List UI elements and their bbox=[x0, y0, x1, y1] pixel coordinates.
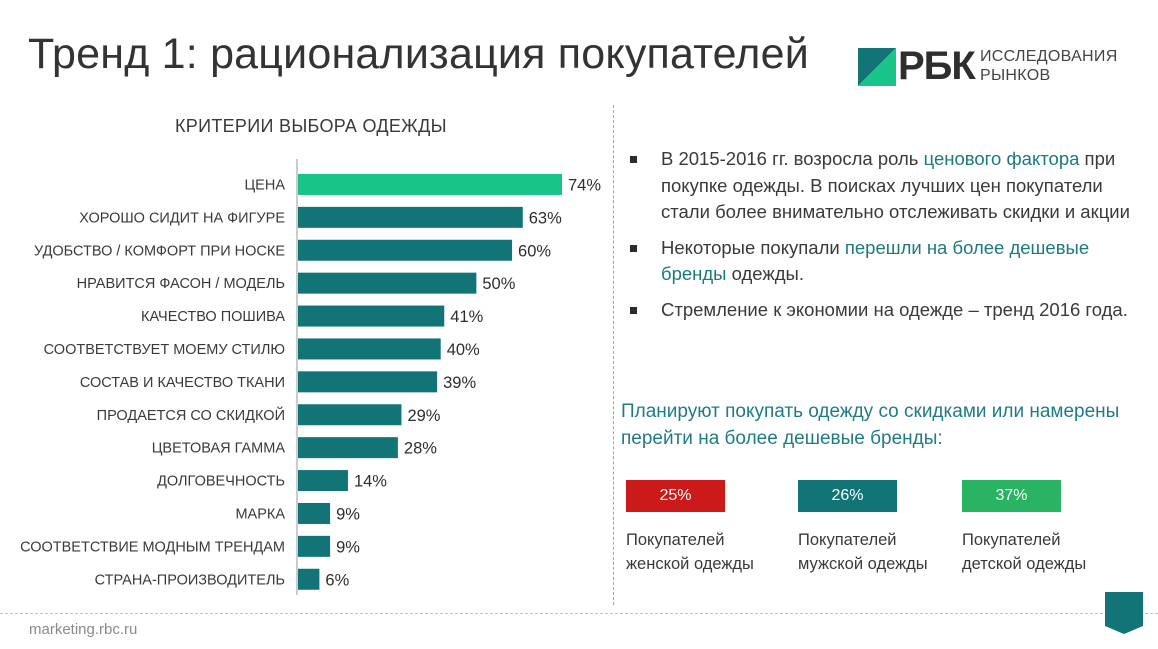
value-label: 6% bbox=[325, 571, 349, 589]
value-label: 50% bbox=[482, 275, 515, 293]
bullet-text: Стремление к экономии на одежде – тренд … bbox=[661, 298, 1128, 320]
category-label: ЦЕНА bbox=[244, 177, 285, 193]
stat-label-line1: Покупателей bbox=[798, 531, 897, 549]
stat-box-women: 25% bbox=[626, 480, 725, 512]
bar bbox=[298, 206, 523, 228]
rbc-logo: РБК ИССЛЕДОВАНИЯ РЫНКОВ bbox=[858, 44, 1128, 88]
bar bbox=[298, 338, 441, 360]
stat-label-line2: детской одежды bbox=[962, 555, 1087, 573]
page-title: Тренд 1: рационализация покупателей bbox=[28, 30, 809, 78]
bar bbox=[298, 371, 438, 393]
plan-heading: Планируют покупать одежду со скидками ил… bbox=[621, 401, 1120, 449]
value-label: 9% bbox=[336, 505, 360, 523]
category-label: СТРАНА-ПРОИЗВОДИТЕЛЬ bbox=[95, 572, 285, 588]
bar bbox=[298, 437, 398, 459]
stat-label-line1: Покупателей bbox=[626, 531, 725, 549]
bullet-square-icon bbox=[630, 156, 637, 163]
rbc-logo-line2: РЫНКОВ bbox=[980, 67, 1051, 84]
stat-label-line2: мужской одежды bbox=[798, 555, 928, 573]
bullet-square-icon bbox=[630, 244, 637, 252]
footer-url: marketing.rbc.ru bbox=[29, 621, 138, 638]
stat-label-children: Покупателей детской одежды bbox=[962, 528, 1086, 576]
value-label: 9% bbox=[336, 538, 360, 556]
bullet-text: одежды. bbox=[726, 263, 804, 284]
category-label: МАРКА bbox=[235, 506, 285, 522]
bar bbox=[298, 272, 477, 294]
category-label: СООТВЕТСТВУЕТ МОЕМУ СТИЛЮ bbox=[44, 342, 285, 358]
value-label: 40% bbox=[447, 341, 480, 359]
category-label: НРАВИТСЯ ФАСОН / МОДЕЛЬ bbox=[77, 276, 285, 292]
bullet-list: В 2015-2016 гг. возросла роль ценового ф… bbox=[628, 146, 1138, 332]
bar bbox=[298, 173, 562, 195]
category-label: ДОЛГОВЕЧНОСТЬ bbox=[157, 474, 285, 490]
footer-divider bbox=[0, 613, 1158, 614]
category-label: УДОБСТВО / КОМФОРТ ПРИ НОСКЕ bbox=[34, 243, 285, 259]
bar bbox=[298, 502, 331, 524]
bar bbox=[298, 470, 348, 492]
value-label: 29% bbox=[407, 407, 440, 425]
bullet-text: Некоторые покупали bbox=[661, 236, 845, 258]
stat-label-line1: Покупателей bbox=[962, 531, 1061, 549]
category-label: ПРОДАЕТСЯ СО СКИДКОЙ bbox=[97, 406, 285, 424]
corner-badge-icon bbox=[1105, 592, 1143, 634]
value-label: 74% bbox=[568, 176, 601, 194]
category-label: ХОРОШО СИДИТ НА ФИГУРЕ bbox=[79, 210, 285, 226]
bullet-text: В 2015-2016 гг. возросла роль bbox=[661, 148, 924, 169]
stat-box-children: 37% bbox=[962, 480, 1061, 512]
value-label: 41% bbox=[450, 308, 483, 326]
value-label: 28% bbox=[404, 440, 437, 458]
category-label: СОСТАВ И КАЧЕСТВО ТКАНИ bbox=[80, 375, 285, 391]
rbc-logo-mark-icon bbox=[858, 48, 896, 86]
category-label: ЦВЕТОВАЯ ГАММА bbox=[152, 441, 286, 457]
bar bbox=[298, 239, 513, 261]
stat-value: 37% bbox=[995, 487, 1028, 504]
stat-value: 25% bbox=[659, 487, 692, 504]
rbc-logo-line1: ИССЛЕДОВАНИЯ bbox=[980, 48, 1118, 65]
bar bbox=[298, 535, 331, 557]
bar bbox=[298, 404, 402, 426]
value-label: 39% bbox=[443, 374, 476, 392]
rbc-logo-brand: РБК bbox=[898, 44, 976, 88]
stat-label-line2: женской одежды bbox=[626, 555, 754, 573]
value-label: 63% bbox=[529, 209, 562, 227]
bar bbox=[298, 305, 445, 327]
stat-label-men: Покупателей мужской одежды bbox=[798, 528, 928, 576]
bullet-highlight: перешли на более дешевые бренды bbox=[661, 236, 1090, 285]
category-label: СООТВЕТСТВИЕ МОДНЫМ ТРЕНДАМ bbox=[20, 539, 285, 555]
bar-chart: ЦЕНА 74% ХОРОШО СИДИТ НА ФИГУРЕ 63% УДОБСТВО… bbox=[20, 159, 601, 595]
bullet-square-icon bbox=[630, 306, 637, 314]
vertical-divider bbox=[613, 105, 614, 605]
stat-box-men: 26% bbox=[798, 480, 897, 512]
value-label: 60% bbox=[518, 242, 551, 260]
bullet-item: Стремление к экономии на одежде – тренд … bbox=[628, 297, 1138, 324]
chart-title: КРИТЕРИИ ВЫБОРА ОДЕЖДЫ bbox=[175, 116, 447, 136]
bar bbox=[298, 568, 320, 590]
bullet-highlight: ценового фактора bbox=[923, 148, 1080, 169]
value-label: 14% bbox=[354, 473, 387, 491]
category-label: КАЧЕСТВО ПОШИВА bbox=[141, 309, 285, 325]
bullet-item: В 2015-2016 гг. возросла роль ценового ф… bbox=[628, 146, 1138, 226]
bullet-text: при покупке одежды. В поисках лучших цен… bbox=[661, 148, 1130, 222]
stat-value: 26% bbox=[831, 487, 864, 504]
bullet-item: Некоторые покупали перешли на более деше… bbox=[628, 235, 1138, 288]
stat-label-women: Покупателей женской одежды bbox=[626, 528, 754, 576]
